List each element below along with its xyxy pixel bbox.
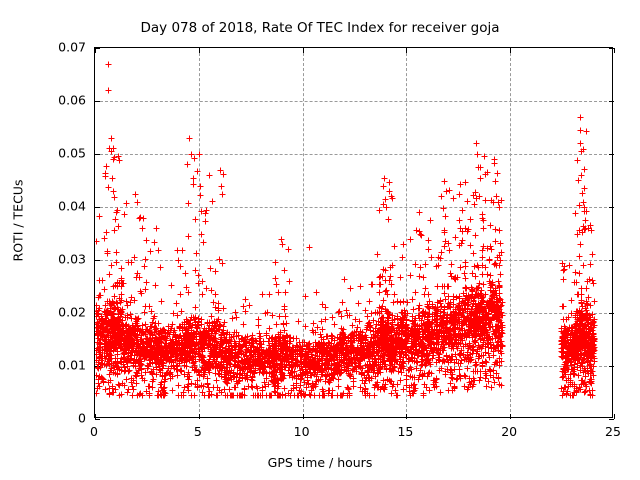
x-axis-tick xyxy=(406,414,408,419)
y-axis-tick-label: 0.01 xyxy=(58,357,86,373)
x-axis-tick xyxy=(95,48,96,53)
y-axis-tick xyxy=(95,260,100,261)
data-points-layer xyxy=(95,48,614,419)
y-axis-tick xyxy=(609,366,614,367)
y-axis-tick-label: 0.04 xyxy=(58,198,86,214)
x-axis-tick xyxy=(302,48,304,53)
x-axis-tick xyxy=(614,414,615,419)
gridline-horizontal xyxy=(95,101,612,102)
y-axis-tick-label: 0.06 xyxy=(58,92,86,108)
y-axis-tick xyxy=(95,101,100,102)
x-axis-tick-label: 0 xyxy=(90,424,98,439)
y-axis-tick-label: 0 xyxy=(78,410,86,426)
x-axis-label: GPS time / hours xyxy=(267,455,373,470)
y-axis-tick xyxy=(95,366,100,367)
y-axis-tick-label: 0.03 xyxy=(58,251,86,267)
gridline-vertical xyxy=(406,48,408,417)
y-axis-tick xyxy=(95,419,100,420)
y-axis-tick xyxy=(609,313,614,314)
y-axis-tick xyxy=(95,313,100,314)
y-axis-tick-label: 0.05 xyxy=(58,145,86,161)
y-axis-tick-label: 0.07 xyxy=(58,39,86,55)
x-axis-tick xyxy=(198,48,200,53)
plot-area xyxy=(94,47,615,420)
scatter-marker-group xyxy=(95,61,598,399)
y-axis-tick xyxy=(609,207,614,208)
x-axis-tick-label: 5 xyxy=(193,424,202,439)
x-axis-tick xyxy=(406,48,408,53)
page-title: Day 078 of 2018, Rate Of TEC Index for r… xyxy=(140,20,500,36)
gridline-vertical xyxy=(198,48,200,417)
x-axis-tick-label: 10 xyxy=(293,424,310,439)
y-axis-tick xyxy=(609,48,614,49)
y-axis-tick xyxy=(609,260,614,261)
y-axis-label: ROTI / TECUs xyxy=(10,179,26,262)
gridline-horizontal xyxy=(95,366,612,367)
x-axis-tick xyxy=(510,414,512,419)
gridline-horizontal xyxy=(95,313,612,314)
x-axis-tick xyxy=(95,414,96,419)
x-axis-tick-label: 20 xyxy=(501,424,518,439)
x-axis-tick xyxy=(614,48,615,53)
gridline-vertical xyxy=(510,48,512,417)
y-axis-tick xyxy=(95,48,100,49)
gridline-horizontal xyxy=(95,260,612,261)
x-axis-tick-labels: 0 5 10 15 20 25 xyxy=(0,424,640,444)
y-axis-tick xyxy=(609,419,614,420)
y-axis-tick xyxy=(609,154,614,155)
x-axis-tick-label: 15 xyxy=(397,424,414,439)
y-axis-tick-labels: 0 0.01 0.02 0.03 0.04 0.05 0.06 0.07 xyxy=(0,0,86,480)
x-axis-tick xyxy=(510,48,512,53)
x-axis-tick xyxy=(302,414,304,419)
y-axis-tick xyxy=(95,154,100,155)
gridline-horizontal xyxy=(95,207,612,208)
x-axis-tick-label: 25 xyxy=(605,424,621,439)
scatter-markers xyxy=(95,61,598,399)
y-axis-tick xyxy=(609,101,614,102)
y-axis-tick xyxy=(95,207,100,208)
y-axis-tick-label: 0.02 xyxy=(58,304,86,320)
gridline-vertical xyxy=(302,48,304,417)
x-axis-tick xyxy=(198,414,200,419)
gridline-horizontal xyxy=(95,154,612,155)
